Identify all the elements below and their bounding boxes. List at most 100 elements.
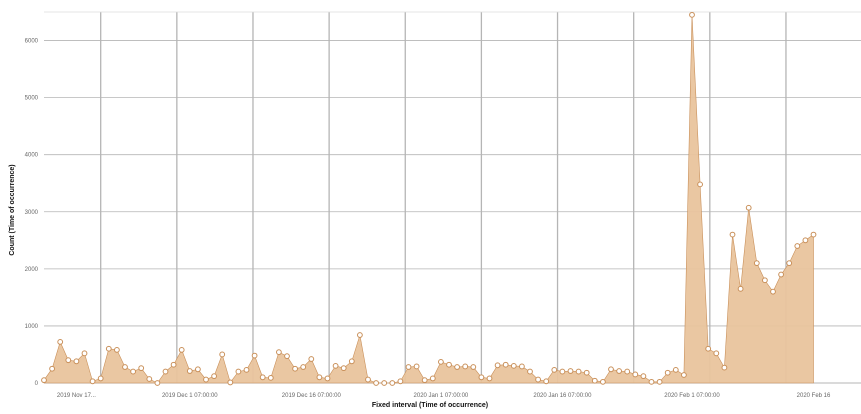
data-point [259, 374, 266, 381]
data-point [535, 376, 541, 383]
data-point [211, 373, 218, 380]
data-point [608, 366, 614, 373]
y-tick-label: 1000 [25, 324, 39, 330]
data-point [494, 362, 501, 369]
data-point [114, 346, 120, 353]
data-point [332, 362, 339, 369]
data-point [786, 260, 793, 267]
data-point [365, 376, 371, 383]
data-point [583, 369, 590, 376]
data-point [624, 368, 631, 375]
data-point [373, 380, 380, 386]
x-axis-title: Fixed interval (Time of occurrence) [372, 402, 488, 409]
data-point [705, 345, 712, 352]
data-point [510, 362, 517, 369]
data-point [251, 352, 258, 359]
data-point [348, 358, 355, 365]
data-point [267, 374, 274, 381]
data-point [178, 346, 185, 353]
data-point [729, 231, 736, 238]
data-point [770, 288, 776, 295]
data-points [41, 11, 817, 386]
data-point [689, 11, 695, 18]
data-point [446, 361, 452, 368]
data-point [49, 365, 55, 372]
data-point [316, 374, 323, 381]
data-point [227, 379, 234, 386]
x-tick-label: 2020 Jan 16 07:00:00 [533, 393, 592, 399]
data-point [235, 368, 242, 375]
data-point [478, 374, 485, 381]
gridlines [44, 11, 861, 384]
data-point [648, 378, 655, 385]
data-point [146, 376, 153, 382]
data-point [438, 358, 444, 365]
data-point [219, 351, 226, 358]
x-tick-label: 2019 Dec 1 07:00:00 [162, 393, 218, 399]
data-point [243, 366, 250, 373]
data-point [656, 378, 663, 385]
data-point [551, 366, 558, 373]
data-point [502, 361, 509, 368]
y-tick-label: 5000 [25, 96, 39, 102]
data-point [470, 364, 477, 370]
data-point [737, 285, 744, 292]
data-point [203, 376, 209, 383]
data-point [122, 364, 128, 370]
data-point [65, 357, 72, 364]
x-tick-label: 2019 Nov 17... [57, 393, 96, 399]
data-point [308, 356, 315, 362]
data-point [745, 204, 752, 211]
data-point [130, 368, 137, 375]
data-point [397, 378, 404, 385]
data-point [170, 361, 177, 368]
data-point [681, 372, 687, 378]
data-point [357, 332, 363, 338]
data-point [616, 368, 622, 374]
y-tick-label: 3000 [25, 210, 39, 216]
data-point [802, 237, 809, 244]
data-point [276, 349, 282, 356]
x-tick-label: 2020 Jan 1 07:00:00 [414, 393, 469, 399]
data-point [454, 364, 461, 370]
data-point [713, 350, 720, 357]
y-tick-label: 2000 [25, 267, 39, 273]
data-point [73, 358, 80, 365]
data-point [519, 363, 525, 370]
x-tick-label: 2020 Feb 1 07:00:00 [664, 393, 720, 399]
data-point [462, 363, 469, 370]
data-point [486, 375, 493, 382]
data-point [697, 181, 703, 188]
data-point [89, 378, 96, 385]
data-point [97, 375, 104, 382]
data-point [162, 368, 169, 375]
series-area [43, 14, 814, 384]
data-point [105, 345, 112, 352]
data-point [405, 364, 412, 370]
data-point [721, 364, 728, 371]
area-fill [43, 14, 814, 384]
data-point [753, 260, 760, 267]
y-tick-label: 4000 [25, 153, 39, 159]
data-point [57, 339, 64, 345]
y-tick-label: 0 [35, 381, 39, 387]
x-axis-ticks: 2019 Nov 17... 2019 Dec 1 07:00:00 2019 De… [57, 393, 831, 399]
data-point [664, 369, 671, 376]
data-point [41, 377, 47, 384]
x-tick-label: 2019 Dec 16 07:00:00 [282, 393, 342, 399]
data-point [284, 353, 290, 360]
data-point [381, 380, 388, 386]
data-point [340, 365, 347, 372]
y-axis-title: Count (Time of occurrence) [9, 164, 16, 255]
y-axis-ticks: 0 1000 2000 3000 4000 5000 6000 [25, 39, 39, 387]
data-point [324, 375, 331, 382]
data-point [591, 377, 598, 384]
data-point [575, 368, 582, 375]
data-point [778, 271, 784, 278]
data-point [567, 368, 574, 374]
data-point [672, 366, 679, 373]
data-point [794, 243, 801, 249]
data-point [413, 363, 420, 370]
data-point [421, 377, 428, 384]
